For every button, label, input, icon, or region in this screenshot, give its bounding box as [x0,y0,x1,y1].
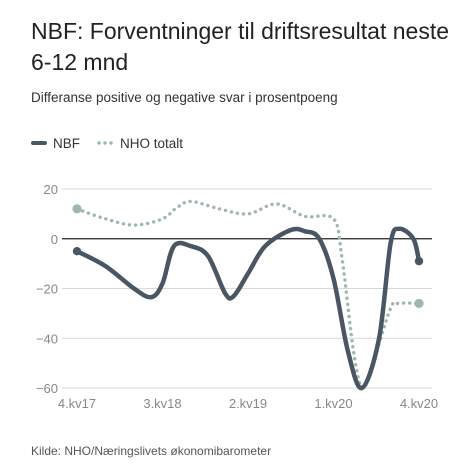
chart-title: NBF: Forventninger til driftsresultat ne… [31,18,449,75]
y-tick-label: −20 [36,282,58,297]
y-tick-label: −40 [36,331,58,346]
legend-swatch-nbf [31,141,47,145]
x-tick-label: 3.kv18 [143,396,181,411]
series-line-nbf [74,226,422,391]
series-point-nbf-end [414,256,424,266]
series-point-nho-totalt-end [414,298,424,309]
y-tick-label: 0 [51,232,58,247]
x-tick-label: 2.kv19 [229,396,267,411]
grid-lines [62,188,432,389]
series-point-nho-totalt-start [72,204,82,214]
line-chart: 200−20−40−60 4.kv17 3.kv18 2.kv19 1.kv20 4.k… [36,182,438,411]
legend-label-nbf: NBF [53,135,80,151]
legend-item-nbf: NBF [31,136,80,151]
x-axis: 4.kv17 3.kv18 2.kv19 1.kv20 4.kv20 [58,396,438,411]
series-lines [72,199,424,391]
x-tick-label: 1.kv20 [314,396,352,411]
legend-label-nho: NHO totalt [120,135,184,151]
source-note: Kilde: NHO/Næringslivets økonomibaromete… [31,444,272,458]
y-tick-label: −60 [36,381,58,396]
x-tick-label: 4.kv17 [58,396,96,411]
legend: NBF NHO totalt [31,133,199,153]
chart-subtitle: Differanse positive og negative svar i p… [31,90,338,105]
series-line-nho-totalt [75,199,421,391]
y-tick-label: 20 [44,182,58,197]
x-tick-label: 4.kv20 [400,396,438,411]
legend-item-nho: NHO totalt [96,136,183,151]
series-point-nbf-start [72,246,82,256]
y-axis: 20 0 −20 −40 −60 [36,182,58,396]
legend-swatch-nho [96,141,114,145]
